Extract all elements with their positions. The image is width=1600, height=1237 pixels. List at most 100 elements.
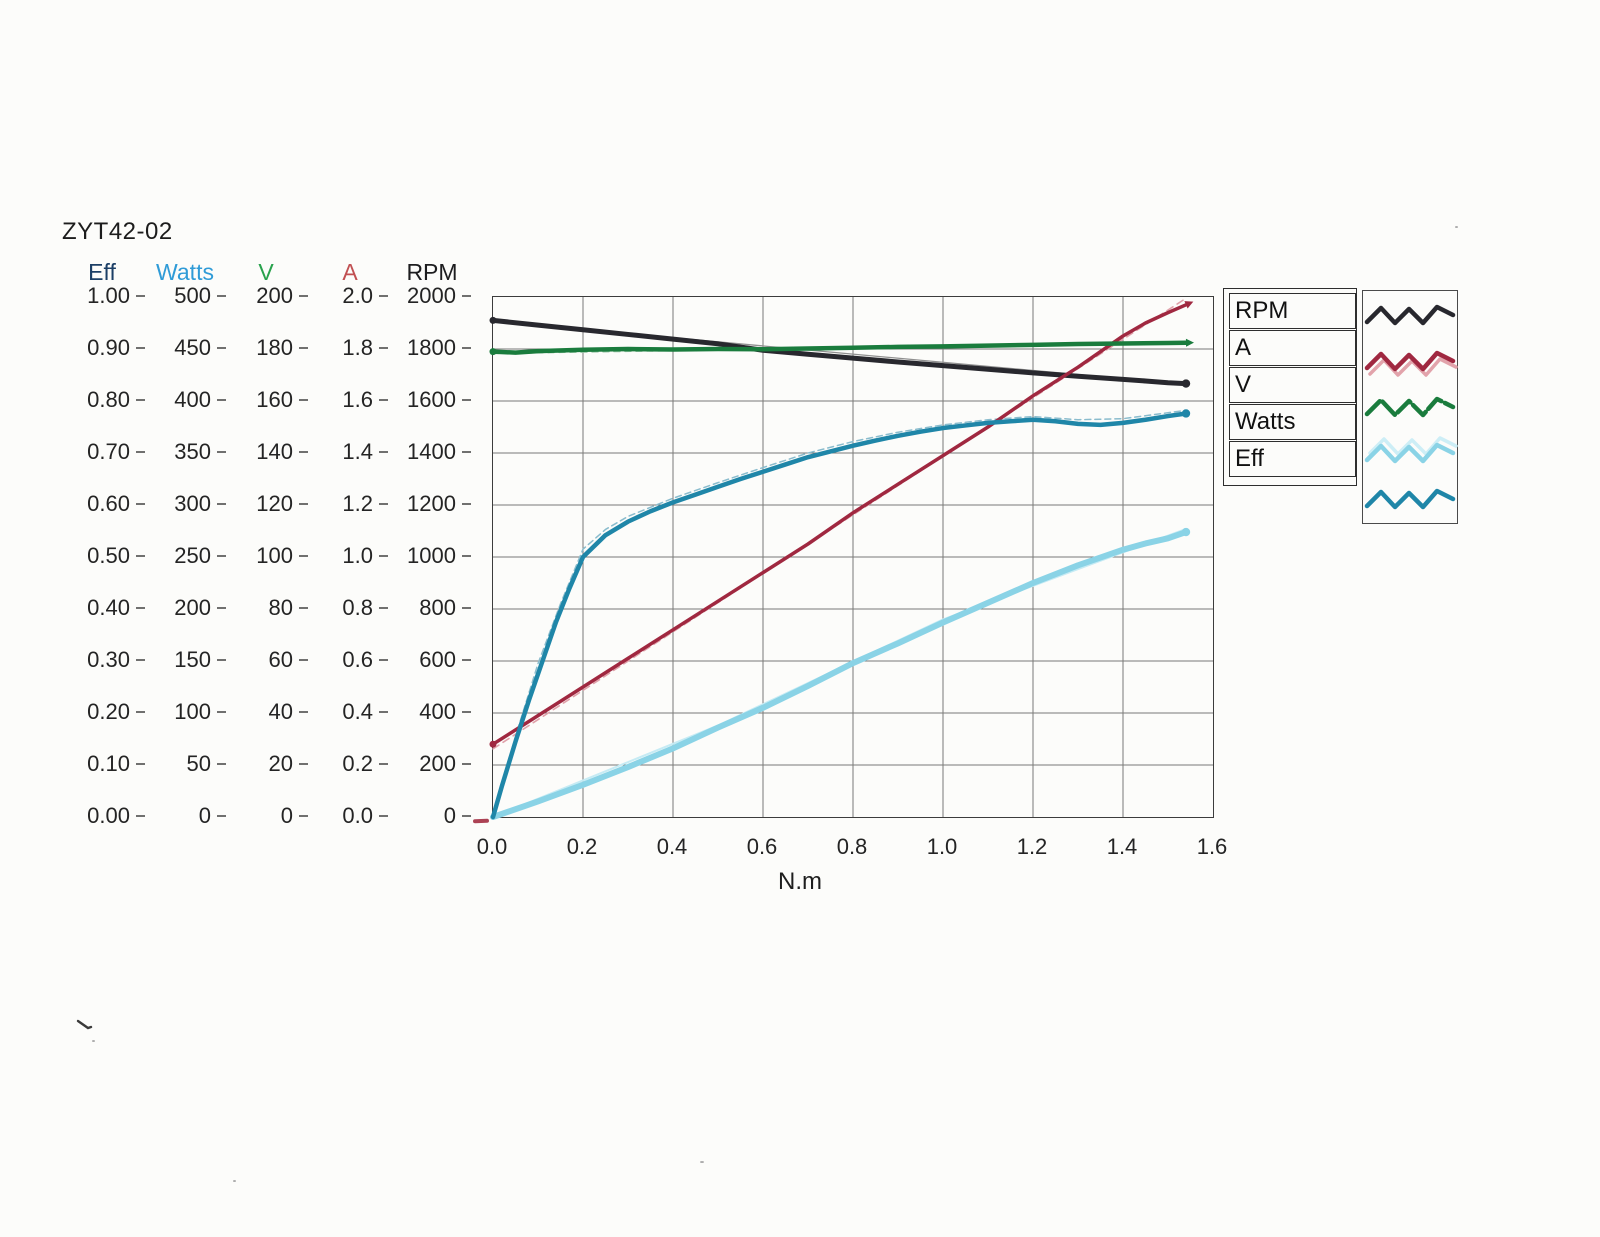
y-tick-dash xyxy=(379,555,388,557)
y-tick-dash xyxy=(379,503,388,505)
y-tick-dash xyxy=(299,607,308,609)
y-tick-label: 0 xyxy=(443,803,456,828)
y-tick-dash xyxy=(299,659,308,661)
y-tick-dash xyxy=(299,451,308,453)
y-tick-label: 1.0 xyxy=(342,543,373,568)
legend-swatch-watts xyxy=(1364,436,1458,464)
y-tick-dash xyxy=(462,347,471,349)
curve-v xyxy=(490,340,1189,355)
y-tick-label: 0.8 xyxy=(342,595,373,620)
y-axis-header-eff: Eff xyxy=(88,259,116,285)
y-tick-label: 0.30 xyxy=(87,647,130,672)
y-tick-dash xyxy=(462,763,471,765)
y-tick-label: 0.70 xyxy=(87,439,130,464)
plot-canvas xyxy=(489,297,1213,820)
curve-end-marker xyxy=(1181,379,1191,388)
y-tick-dash xyxy=(217,451,226,453)
y-tick-label: 450 xyxy=(174,335,211,360)
y-tick-label: 300 xyxy=(174,491,211,516)
legend-swatch-a xyxy=(1364,350,1458,377)
y-tick-dash xyxy=(379,763,388,765)
y-tick-label: 200 xyxy=(174,595,211,620)
y-tick-dash xyxy=(379,451,388,453)
y-tick-dash xyxy=(136,711,145,713)
y-tick-label: 160 xyxy=(256,387,293,412)
y-tick-label: 500 xyxy=(174,283,211,308)
legend-labels-box: RPM A V Watts Eff xyxy=(1223,288,1357,486)
y-tick-label: 400 xyxy=(419,699,456,724)
y-tick-label: 600 xyxy=(419,647,456,672)
y-tick-dash xyxy=(217,711,226,713)
y-tick-dash xyxy=(379,295,388,297)
scan-speck xyxy=(233,1180,236,1182)
y-tick-label: 0.10 xyxy=(87,751,130,776)
y-tick-label: 140 xyxy=(256,439,293,464)
y-tick-label: 1.6 xyxy=(342,387,373,412)
y-tick-dash xyxy=(462,607,471,609)
x-axis-title: N.m xyxy=(778,868,822,895)
y-tick-dash xyxy=(136,607,145,609)
legend-swatch-eff xyxy=(1364,488,1456,510)
y-tick-dash xyxy=(217,763,226,765)
y-tick-dash xyxy=(379,607,388,609)
y-tick-label: 1400 xyxy=(407,439,456,464)
curve-rpm xyxy=(490,317,1189,387)
y-tick-dash xyxy=(462,815,471,817)
y-tick-label: 0 xyxy=(198,803,211,828)
origin-red-tick xyxy=(472,818,490,824)
y-tick-label: 20 xyxy=(268,751,293,776)
y-tick-dash xyxy=(379,711,388,713)
y-tick-dash xyxy=(136,659,145,661)
y-axis-header-watts: Watts xyxy=(156,259,214,285)
y-tick-dash xyxy=(299,347,308,349)
x-tick-label: 1.2 xyxy=(1016,834,1048,859)
y-tick-label: 0.4 xyxy=(342,699,373,724)
y-tick-label: 1600 xyxy=(407,387,456,412)
y-tick-label: 2.0 xyxy=(342,283,373,308)
y-tick-label: 100 xyxy=(256,543,293,568)
legend-row-a: A xyxy=(1229,330,1356,366)
y-tick-label: 1.4 xyxy=(342,439,373,464)
y-tick-dash xyxy=(217,295,226,297)
y-tick-dash xyxy=(379,659,388,661)
y-tick-label: 1.8 xyxy=(342,335,373,360)
legend-swatch-canvas xyxy=(1364,304,1458,510)
y-tick-dash xyxy=(299,763,308,765)
y-tick-label: 100 xyxy=(174,699,211,724)
y-tick-dash xyxy=(136,399,145,401)
trend-eff xyxy=(492,409,1187,818)
y-tick-label: 0.80 xyxy=(87,387,130,412)
y-tick-dash xyxy=(217,347,226,349)
y-tick-label: 0.2 xyxy=(342,751,373,776)
y-tick-label: 1200 xyxy=(407,491,456,516)
y-tick-dash xyxy=(299,295,308,297)
curve-watts xyxy=(490,529,1189,820)
y-axis-header-a: A xyxy=(342,259,358,285)
y-tick-dash xyxy=(136,815,145,817)
y-tick-label: 0.6 xyxy=(342,647,373,672)
y-tick-label: 80 xyxy=(268,595,293,620)
page-title: ZYT42-02 xyxy=(62,218,173,245)
y-tick-label: 0.0 xyxy=(342,803,373,828)
y-tick-label: 400 xyxy=(174,387,211,412)
legend-row-v: V xyxy=(1229,367,1356,403)
y-tick-label: 150 xyxy=(174,647,211,672)
y-tick-dash xyxy=(299,555,308,557)
y-axis-header-v: V xyxy=(258,259,274,285)
y-tick-label: 0.20 xyxy=(87,699,130,724)
y-tick-dash xyxy=(136,451,145,453)
x-tick-label: 1.4 xyxy=(1106,834,1138,859)
y-tick-dash xyxy=(136,295,145,297)
plot-grid xyxy=(493,297,1213,817)
y-tick-label: 40 xyxy=(268,699,293,724)
y-tick-label: 1.2 xyxy=(342,491,373,516)
y-tick-label: 180 xyxy=(256,335,293,360)
curve-start-marker xyxy=(489,348,497,356)
curve-eff xyxy=(490,411,1189,820)
y-tick-label: 60 xyxy=(268,647,293,672)
x-tick-label: 0.0 xyxy=(476,834,508,859)
x-tick-label: 1.0 xyxy=(926,834,958,859)
y-tick-dash xyxy=(462,503,471,505)
curve-start-marker xyxy=(489,316,497,324)
